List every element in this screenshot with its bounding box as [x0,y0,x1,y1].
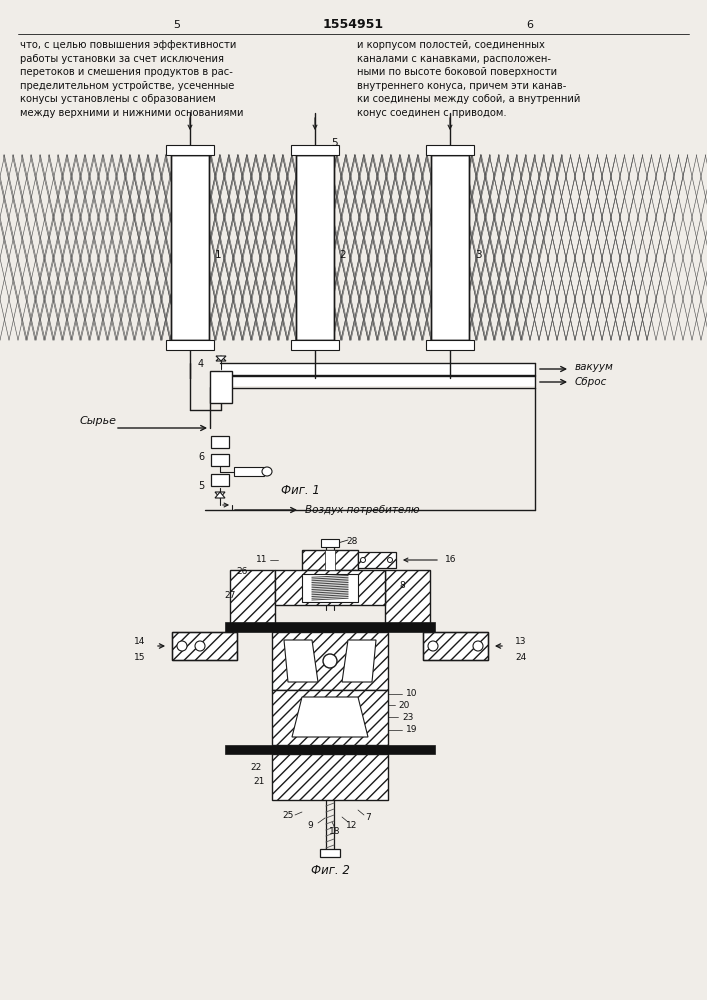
Bar [211,474,229,486]
Bar [321,539,339,547]
Text: 18: 18 [329,828,341,836]
Text: Сброс: Сброс [575,377,607,387]
Bar [302,574,358,602]
Polygon shape [215,492,225,498]
Circle shape [177,641,187,651]
Bar [320,849,340,857]
Circle shape [387,558,392,562]
Bar [272,754,388,800]
Text: Сырье: Сырье [80,416,117,426]
Text: что, с целью повышения эффективности
работы установки за счет исключения
переток: что, с целью повышения эффективности раб… [20,40,243,118]
Text: 28: 28 [346,536,358,546]
Circle shape [361,558,366,562]
Text: вакуум: вакуум [575,362,614,372]
Polygon shape [284,640,318,682]
Bar [172,632,237,660]
Text: 20: 20 [398,700,409,710]
Bar [426,340,474,350]
Bar [423,632,488,660]
Bar [296,155,334,340]
Bar [426,145,474,155]
Text: 1554951: 1554951 [322,18,384,31]
Text: 23: 23 [402,712,414,722]
Bar [291,340,339,350]
Bar [230,570,275,625]
Ellipse shape [262,467,272,476]
Text: 10: 10 [406,690,418,698]
Text: 5: 5 [332,138,339,148]
Circle shape [195,641,205,651]
Text: 6: 6 [527,20,534,30]
Bar [166,145,214,155]
Polygon shape [292,697,368,737]
Bar [225,622,435,632]
Bar [431,155,469,340]
Text: Фиг. 1: Фиг. 1 [281,484,320,496]
Bar [431,155,469,340]
Text: 7: 7 [365,812,371,822]
Bar [275,570,385,605]
Polygon shape [215,492,225,498]
Text: 1: 1 [215,250,221,260]
Bar [220,376,535,386]
Bar [325,550,335,570]
Circle shape [323,654,337,668]
Bar [291,145,339,155]
Text: 13: 13 [515,638,527,647]
Text: 15: 15 [134,654,145,662]
Bar [220,363,535,375]
Polygon shape [216,356,226,361]
Bar [296,155,334,340]
Bar [171,155,209,340]
Bar [234,467,264,476]
Polygon shape [342,640,376,682]
Text: 8: 8 [399,580,405,589]
Bar [210,371,232,403]
Text: 2: 2 [339,250,346,260]
Text: 16: 16 [445,554,457,564]
Text: 21: 21 [254,778,265,786]
Bar [211,454,229,466]
Text: 19: 19 [406,726,418,734]
Bar [172,632,237,660]
Text: Воздух потребителю: Воздух потребителю [305,505,420,515]
Bar [272,690,388,745]
Text: Фиг. 2: Фиг. 2 [310,863,349,876]
Text: 5: 5 [198,481,204,491]
Text: 25: 25 [282,810,293,820]
Bar [358,552,396,568]
Text: 4: 4 [198,359,204,369]
Text: 24: 24 [515,654,526,662]
Text: 12: 12 [346,820,358,830]
Text: и корпусом полостей, соединенных
каналами с канавками, расположен-
ными по высот: и корпусом полостей, соединенных каналам… [357,40,580,118]
Bar [166,340,214,350]
Circle shape [473,641,483,651]
Text: 22: 22 [251,764,262,772]
Text: 3: 3 [474,250,481,260]
Polygon shape [216,356,226,361]
Bar [171,155,209,340]
Text: 27: 27 [224,590,235,599]
Text: 14: 14 [134,638,145,647]
Text: 11: 11 [256,556,268,564]
Bar [302,550,358,570]
Circle shape [428,641,438,651]
Bar [385,570,430,625]
Bar [423,632,488,660]
Bar [272,632,388,690]
Text: 26: 26 [236,568,247,576]
Text: 9: 9 [307,820,313,830]
Text: 5: 5 [173,20,180,30]
Bar [225,745,435,754]
Bar [211,436,229,448]
Text: 6: 6 [198,452,204,462]
